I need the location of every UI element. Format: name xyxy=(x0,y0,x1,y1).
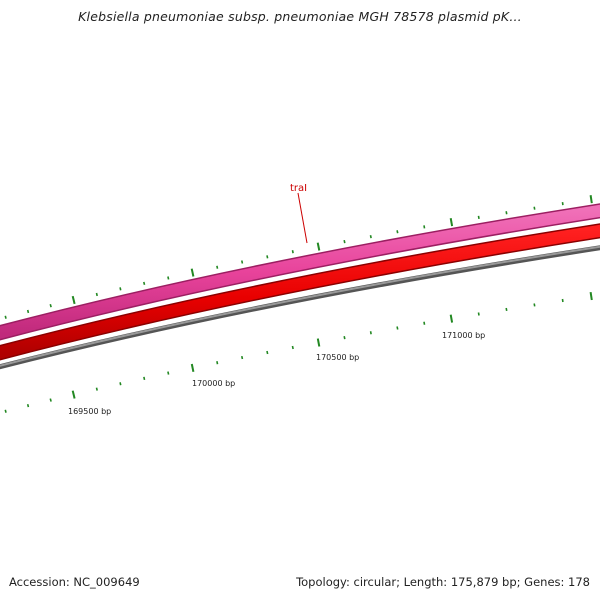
major-tick xyxy=(316,338,321,347)
minor-tick xyxy=(95,387,98,391)
minor-tick xyxy=(343,336,346,340)
minor-tick xyxy=(49,303,52,308)
minor-tick xyxy=(291,250,294,254)
outer-tick-ring xyxy=(4,195,593,319)
sequence-backbone-highlight xyxy=(0,245,600,367)
major-tick xyxy=(589,291,593,301)
map-title: Klebsiella pneumoniae subsp. pneumoniae … xyxy=(78,9,522,24)
minor-tick xyxy=(119,287,122,291)
minor-tick xyxy=(369,235,372,239)
minor-tick xyxy=(4,409,7,413)
minor-tick xyxy=(477,215,480,220)
minor-tick xyxy=(26,309,30,314)
minor-tick xyxy=(343,239,346,244)
major-tick xyxy=(589,195,593,204)
minor-tick xyxy=(119,382,122,386)
position-label-170000: 170000 bp xyxy=(192,379,235,388)
major-tick xyxy=(190,363,195,373)
minor-tick xyxy=(266,350,269,355)
minor-tick xyxy=(533,303,536,307)
minor-tick xyxy=(26,404,30,408)
minor-tick xyxy=(143,376,146,381)
minor-tick xyxy=(241,355,244,360)
minor-tick xyxy=(143,281,146,285)
major-tick xyxy=(449,218,454,227)
minor-tick xyxy=(49,398,52,402)
gene-label-leader xyxy=(297,192,308,244)
position-label-169500: 169500 bp xyxy=(68,407,111,416)
gene-label-trai[interactable]: traI xyxy=(290,183,307,194)
minor-tick xyxy=(4,315,7,319)
minor-tick xyxy=(291,345,294,350)
minor-tick xyxy=(369,331,372,335)
major-tick xyxy=(449,314,454,323)
position-label-171000: 171000 bp xyxy=(442,331,485,340)
reverse-gene-track-fill xyxy=(0,224,600,359)
major-tick xyxy=(190,268,195,277)
minor-tick xyxy=(423,225,426,229)
minor-tick xyxy=(505,307,508,312)
major-tick xyxy=(71,295,76,305)
minor-tick xyxy=(241,260,244,264)
minor-tick xyxy=(505,211,508,215)
minor-tick xyxy=(396,230,399,234)
inner-tick-ring xyxy=(4,291,593,413)
forward-gene-track-fill xyxy=(0,204,600,339)
major-tick xyxy=(71,390,76,399)
minor-tick xyxy=(477,312,480,316)
minor-tick xyxy=(95,292,98,297)
minor-tick xyxy=(423,321,426,325)
minor-tick xyxy=(216,361,219,365)
minor-tick xyxy=(533,206,536,210)
position-label-170500: 170500 bp xyxy=(316,353,359,362)
minor-tick xyxy=(167,371,170,375)
major-tick xyxy=(316,242,321,251)
accession-label: Accession: NC_009649 xyxy=(9,575,140,589)
minor-tick xyxy=(216,265,219,269)
minor-tick xyxy=(396,326,399,330)
minor-tick xyxy=(167,276,170,280)
minor-tick xyxy=(266,255,269,259)
genome-summary: Topology: circular; Length: 175,879 bp; … xyxy=(296,575,590,589)
